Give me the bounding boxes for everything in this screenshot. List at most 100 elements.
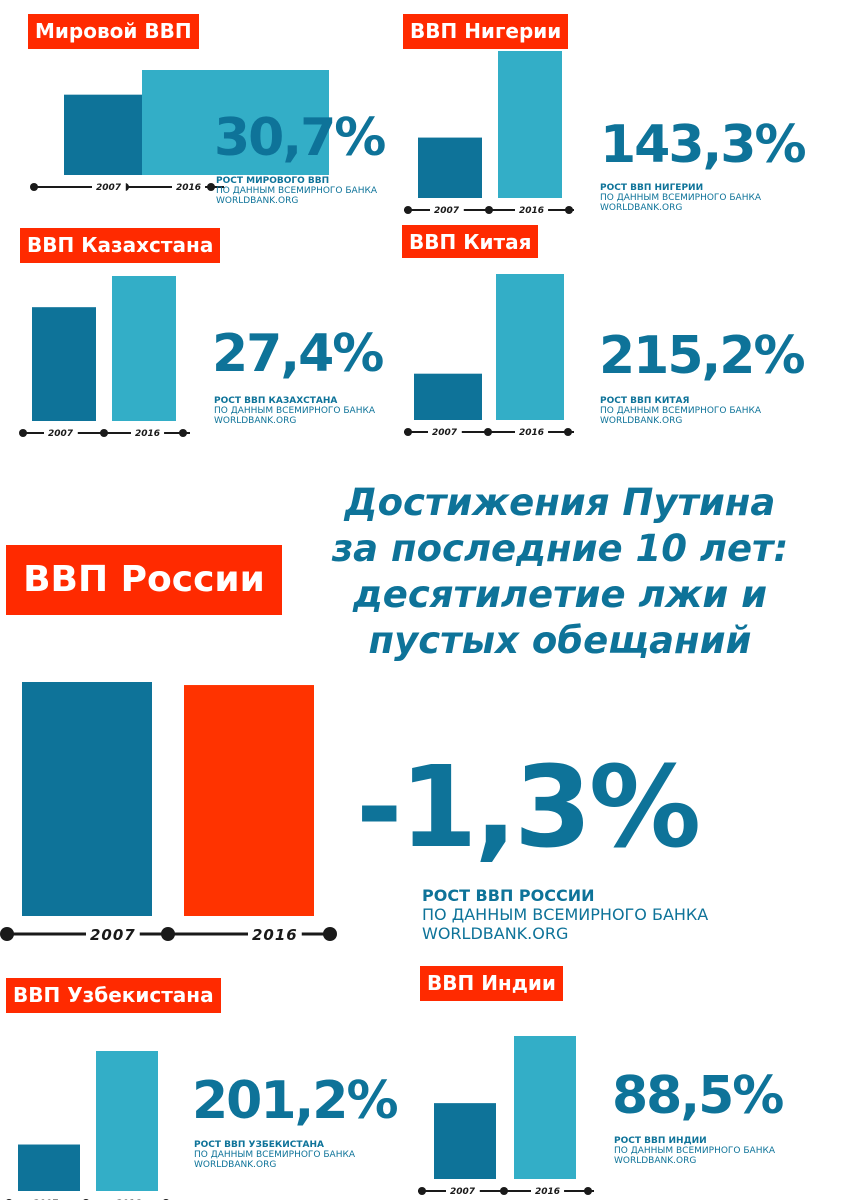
- india-gdp-growth: 88,5%: [612, 1066, 784, 1126]
- kazakhstan-gdp-growth: 27,4%: [212, 324, 384, 384]
- bar-2016: [496, 274, 564, 420]
- caption-source: ПО ДАННЫМ ВСЕМИРНОГО БАНКА: [600, 193, 762, 203]
- caption-source: ПО ДАННЫМ ВСЕМИРНОГО БАНКА: [216, 186, 378, 196]
- caption-source: ПО ДАННЫМ ВСЕМИРНОГО БАНКА: [600, 406, 762, 416]
- bar-2007: [434, 1103, 496, 1179]
- tick-label-bg: [515, 428, 549, 438]
- caption-url: WORLDBANK.ORG: [422, 924, 569, 943]
- caption-source: ПО ДАННЫМ ВСЕМИРНОГО БАНКА: [194, 1150, 356, 1160]
- axis-dot: [564, 428, 572, 436]
- world-gdp-chart: 2007 2016: [30, 70, 329, 193]
- india-gdp-caption: РОСТ ВВП ИНДИИ ПО ДАННЫМ ВСЕМИРНОГО БАНК…: [614, 1136, 775, 1166]
- world-gdp-title: Мировой ВВП: [28, 14, 199, 49]
- tick-label-bg: [446, 1187, 480, 1197]
- china-gdp-title: ВВП Китая: [402, 225, 539, 258]
- russia-gdp-growth: -1,3%: [356, 743, 701, 873]
- kazakhstan-gdp-title: ВВП Казахстана: [20, 228, 221, 263]
- tick-label-2007: 2007: [48, 429, 74, 439]
- tick-label-bg: [131, 429, 165, 439]
- russia-gdp-title: ВВП России: [6, 545, 282, 615]
- kazakhstan-gdp-chart: 2007 2016: [19, 276, 190, 439]
- tick-label-2016: 2016: [535, 1187, 560, 1197]
- uzbekistan-gdp-title: ВВП Узбекистана: [6, 978, 221, 1013]
- caption-title: РОСТ ВВП УЗБЕКИСТАНА: [194, 1140, 324, 1150]
- caption-url: WORLDBANK.ORG: [214, 416, 297, 426]
- headline: Достижения Путина за последние 10 лет: д…: [290, 480, 830, 664]
- tick-label-2007: 2007: [450, 1187, 476, 1197]
- axis-dot: [500, 1187, 508, 1195]
- caption-url: WORLDBANK.ORG: [600, 203, 683, 213]
- tick-label-2007: 2007: [432, 428, 458, 438]
- bar-2007: [414, 373, 482, 420]
- caption-title: РОСТ ВВП ИНДИИ: [614, 1136, 707, 1146]
- axis-dot: [19, 429, 27, 437]
- axis-dot: [484, 428, 492, 436]
- axis-dot: [0, 927, 14, 941]
- caption-url: WORLDBANK.ORG: [614, 1156, 697, 1166]
- axis-dot: [161, 927, 175, 941]
- headline-line-3: десятилетие лжи и: [352, 573, 768, 616]
- tick-label-2016: 2016: [519, 428, 544, 438]
- tick-label-bg: [172, 183, 206, 193]
- tick-label-2016: 2016: [176, 183, 201, 193]
- axis-dot: [485, 206, 493, 214]
- china-gdp-growth: 215,2%: [599, 326, 806, 386]
- caption-source: ПО ДАННЫМ ВСЕМИРНОГО БАНКА: [214, 406, 376, 416]
- tick-label-bg: [428, 428, 462, 438]
- russia-gdp-caption: РОСТ ВВП РОССИИ ПО ДАННЫМ ВСЕМИРНОГО БАН…: [422, 886, 708, 943]
- world-gdp-caption: РОСТ МИРОВОГО ВВП ПО ДАННЫМ ВСЕМИРНОГО Б…: [216, 176, 377, 206]
- tick-label-bg: [531, 1187, 565, 1197]
- bar-2016: [184, 685, 314, 916]
- axis-dot: [30, 183, 38, 191]
- china-gdp-chart: 2007 2016: [404, 274, 574, 438]
- nigeria-gdp-title: ВВП Нигерии: [403, 14, 569, 49]
- axis-dot: [179, 429, 187, 437]
- tick-label-bg: [515, 206, 549, 216]
- caption-url: WORLDBANK.ORG: [216, 196, 299, 206]
- headline-line-4: пустых обещаний: [368, 619, 752, 662]
- axis-dot: [565, 206, 573, 214]
- uzbekistan-gdp-growth: 201,2%: [192, 1071, 399, 1131]
- caption-title: РОСТ ВВП РОССИИ: [422, 886, 595, 905]
- nigeria-gdp-chart: 2007 2016: [404, 51, 574, 216]
- axis-dot: [404, 206, 412, 214]
- india-gdp-title: ВВП Индии: [420, 966, 563, 1001]
- axis-dot: [584, 1187, 592, 1195]
- tick-label-bg: [92, 183, 126, 193]
- bar-2007: [418, 137, 482, 198]
- tick-label-bg: [430, 206, 464, 216]
- bar-2016: [96, 1051, 158, 1191]
- tick-label-2016: 2016: [252, 926, 298, 944]
- headline-line-2: за последние 10 лет:: [331, 527, 789, 570]
- kazakhstan-gdp-caption: РОСТ ВВП КАЗАХСТАНА ПО ДАННЫМ ВСЕМИРНОГО…: [214, 396, 375, 426]
- nigeria-gdp-caption: РОСТ ВВП НИГЕРИИ ПО ДАННЫМ ВСЕМИРНОГО БА…: [600, 183, 761, 213]
- axis-dot: [100, 429, 108, 437]
- nigeria-gdp-growth: 143,3%: [600, 115, 807, 175]
- bar-2007: [22, 682, 152, 916]
- caption-source: ПО ДАННЫМ ВСЕМИРНОГО БАНКА: [614, 1146, 776, 1156]
- tick-label-2007: 2007: [90, 926, 136, 944]
- caption-url: WORLDBANK.ORG: [194, 1160, 277, 1170]
- bar-2016: [142, 70, 329, 175]
- india-gdp-chart: 2007 2016: [418, 1036, 594, 1197]
- russia-gdp-chart: 2007 2016: [0, 682, 337, 944]
- tick-label-2016: 2016: [519, 206, 544, 216]
- headline-line-1: Достижения Путина: [344, 481, 776, 524]
- tick-label-2007: 2007: [434, 206, 460, 216]
- bar-2016: [112, 276, 176, 421]
- caption-source: ПО ДАННЫМ ВСЕМИРНОГО БАНКА: [422, 905, 709, 924]
- caption-title: РОСТ ВВП КАЗАХСТАНА: [214, 396, 338, 406]
- axis-dot: [323, 927, 337, 941]
- world-gdp-growth: 30,7%: [214, 108, 386, 168]
- axis-dot: [418, 1187, 426, 1195]
- bar-2007: [18, 1144, 80, 1191]
- caption-title: РОСТ МИРОВОГО ВВП: [216, 176, 330, 186]
- caption-url: WORLDBANK.ORG: [600, 416, 683, 426]
- caption-title: РОСТ ВВП КИТАЯ: [600, 396, 690, 406]
- uzbekistan-gdp-caption: РОСТ ВВП УЗБЕКИСТАНА ПО ДАННЫМ ВСЕМИРНОГ…: [194, 1140, 355, 1170]
- tick-label-bg: [44, 429, 78, 439]
- china-gdp-caption: РОСТ ВВП КИТАЯ ПО ДАННЫМ ВСЕМИРНОГО БАНК…: [600, 396, 761, 426]
- bar-2016: [498, 51, 562, 198]
- bar-2016: [514, 1036, 576, 1179]
